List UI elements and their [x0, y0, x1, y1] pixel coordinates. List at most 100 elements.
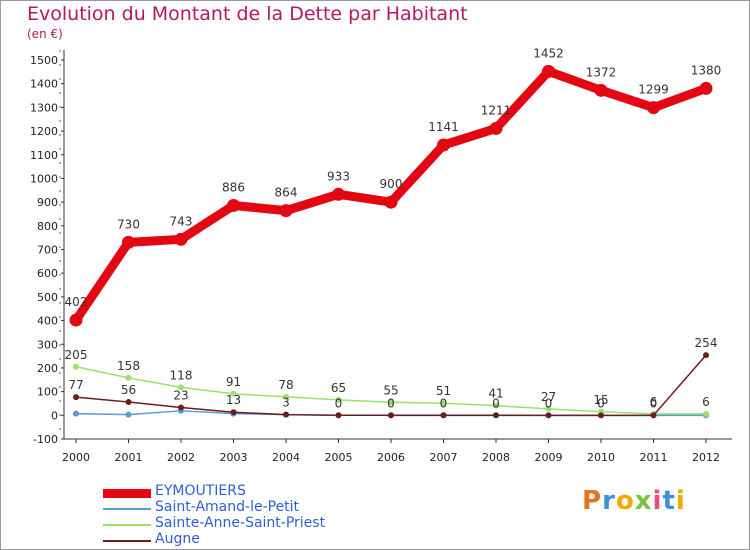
data-label-eymoutiers: 1299: [638, 83, 669, 97]
y-tick-label: 700: [37, 244, 58, 257]
data-point-saint-amand-le-petit: [125, 411, 132, 418]
data-label-augne: 254: [695, 336, 718, 350]
data-label-augne: 77: [68, 378, 83, 392]
y-tick-label: 800: [37, 220, 58, 233]
data-point-sainte-anne-saint-priest: [178, 384, 184, 391]
data-label-sainte-anne-saint-priest: 118: [170, 368, 193, 382]
data-label-sainte-anne-saint-priest: 91: [226, 375, 241, 389]
logo-letter: o: [615, 486, 635, 516]
logo-letter: P: [582, 486, 603, 516]
legend-label: Sainte-Anne-Saint-Priest: [155, 515, 326, 531]
data-point-sainte-anne-saint-priest: [388, 399, 394, 406]
data-label-sainte-anne-saint-priest: 65: [331, 381, 346, 395]
y-axis-unit-label: (en €): [27, 27, 63, 41]
data-label-sainte-anne-saint-priest: 51: [436, 384, 451, 398]
legend-swatch: [103, 540, 151, 542]
x-tick-label: 2011: [640, 451, 668, 464]
y-tick-label: 900: [37, 196, 58, 209]
data-label-sainte-anne-saint-priest: 78: [278, 378, 293, 392]
data-label-eymoutiers: 1380: [691, 63, 722, 77]
x-tick-label: 2010: [587, 451, 615, 464]
data-point-augne: [493, 412, 499, 419]
data-label-eymoutiers: 864: [275, 186, 298, 200]
data-point-eymoutiers: [699, 81, 713, 95]
x-tick-label: 2002: [167, 451, 195, 464]
data-label-sainte-anne-saint-priest: 15: [593, 393, 608, 407]
data-label-sainte-anne-saint-priest: 41: [488, 387, 503, 401]
logo-letter: t: [662, 486, 676, 516]
data-point-augne: [178, 404, 184, 411]
x-tick-label: 2003: [220, 451, 248, 464]
data-point-augne: [335, 412, 342, 419]
data-label-sainte-anne-saint-priest: 205: [65, 348, 88, 362]
data-point-augne: [650, 412, 657, 419]
chart-title: Evolution du Montant de la Dette par Hab…: [27, 3, 468, 25]
x-tick-label: 2001: [115, 451, 143, 464]
data-point-augne: [283, 411, 289, 418]
data-point-eymoutiers: [227, 198, 240, 212]
data-point-augne: [125, 399, 132, 406]
data-label-sainte-anne-saint-priest: 6: [650, 395, 658, 409]
data-point-eymoutiers: [489, 121, 503, 135]
data-label-eymoutiers: 1372: [586, 65, 617, 79]
y-tick-label: 1400: [30, 78, 58, 91]
data-label-augne: 0: [335, 396, 343, 410]
data-label-augne: 0: [387, 396, 395, 410]
data-label-sainte-anne-saint-priest: 27: [541, 390, 556, 404]
data-label-eymoutiers: 933: [327, 169, 350, 183]
y-tick-label: 500: [37, 291, 58, 304]
data-label-augne: 23: [173, 388, 188, 402]
y-tick-label: 300: [37, 338, 58, 351]
legend-swatch: [103, 508, 151, 510]
data-point-eymoutiers: [437, 138, 450, 152]
x-tick-label: 2000: [62, 451, 90, 464]
y-tick-label: 1000: [30, 172, 58, 185]
data-point-eymoutiers: [279, 204, 293, 218]
logo-letter: x: [634, 486, 653, 516]
proxiti-logo: Proxiti: [582, 486, 686, 516]
data-point-eymoutiers: [332, 187, 345, 201]
data-label-eymoutiers: 743: [170, 214, 193, 228]
data-point-eymoutiers: [542, 64, 555, 78]
y-tick-label: 1200: [30, 125, 58, 138]
logo-letter: i: [675, 486, 686, 516]
data-point-sainte-anne-saint-priest: [335, 396, 342, 403]
data-point-eymoutiers: [69, 313, 83, 327]
data-point-augne: [73, 394, 79, 401]
data-label-eymoutiers: 1211: [481, 103, 512, 117]
x-tick-label: 2012: [692, 451, 720, 464]
data-point-augne: [598, 412, 604, 419]
logo-letter: i: [652, 486, 663, 516]
x-tick-label: 2004: [272, 451, 300, 464]
data-label-augne: 0: [597, 396, 605, 410]
data-point-eymoutiers: [647, 101, 660, 115]
data-point-sainte-anne-saint-priest: [283, 393, 289, 400]
legend-label: EYMOUTIERS: [155, 483, 246, 499]
data-point-sainte-anne-saint-priest: [440, 400, 447, 407]
data-point-eymoutiers: [594, 83, 608, 97]
data-point-eymoutiers: [174, 232, 188, 246]
data-label-sainte-anne-saint-priest: 158: [117, 359, 140, 373]
data-point-sainte-anne-saint-priest: [703, 410, 709, 417]
data-point-eymoutiers: [384, 195, 398, 209]
y-tick-label: 1500: [30, 54, 58, 67]
x-tick-label: 2008: [482, 451, 510, 464]
data-point-augne: [545, 412, 552, 419]
legend-swatch: [103, 524, 151, 526]
data-point-sainte-anne-saint-priest: [545, 405, 552, 412]
legend-label: Augne: [155, 531, 200, 547]
data-label-augne: 56: [121, 383, 136, 397]
data-label-sainte-anne-saint-priest: 55: [383, 383, 398, 397]
x-tick-label: 2007: [430, 451, 458, 464]
data-point-augne: [230, 409, 237, 416]
data-label-augne: 13: [226, 393, 241, 407]
data-label-eymoutiers: 730: [117, 217, 140, 231]
y-tick-label: 1100: [30, 149, 58, 162]
x-tick-label: 2005: [325, 451, 353, 464]
data-label-eymoutiers: 1452: [533, 46, 564, 60]
y-tick-label: -100: [33, 433, 58, 446]
x-tick-label: 2009: [535, 451, 563, 464]
data-point-sainte-anne-saint-priest: [230, 390, 237, 397]
